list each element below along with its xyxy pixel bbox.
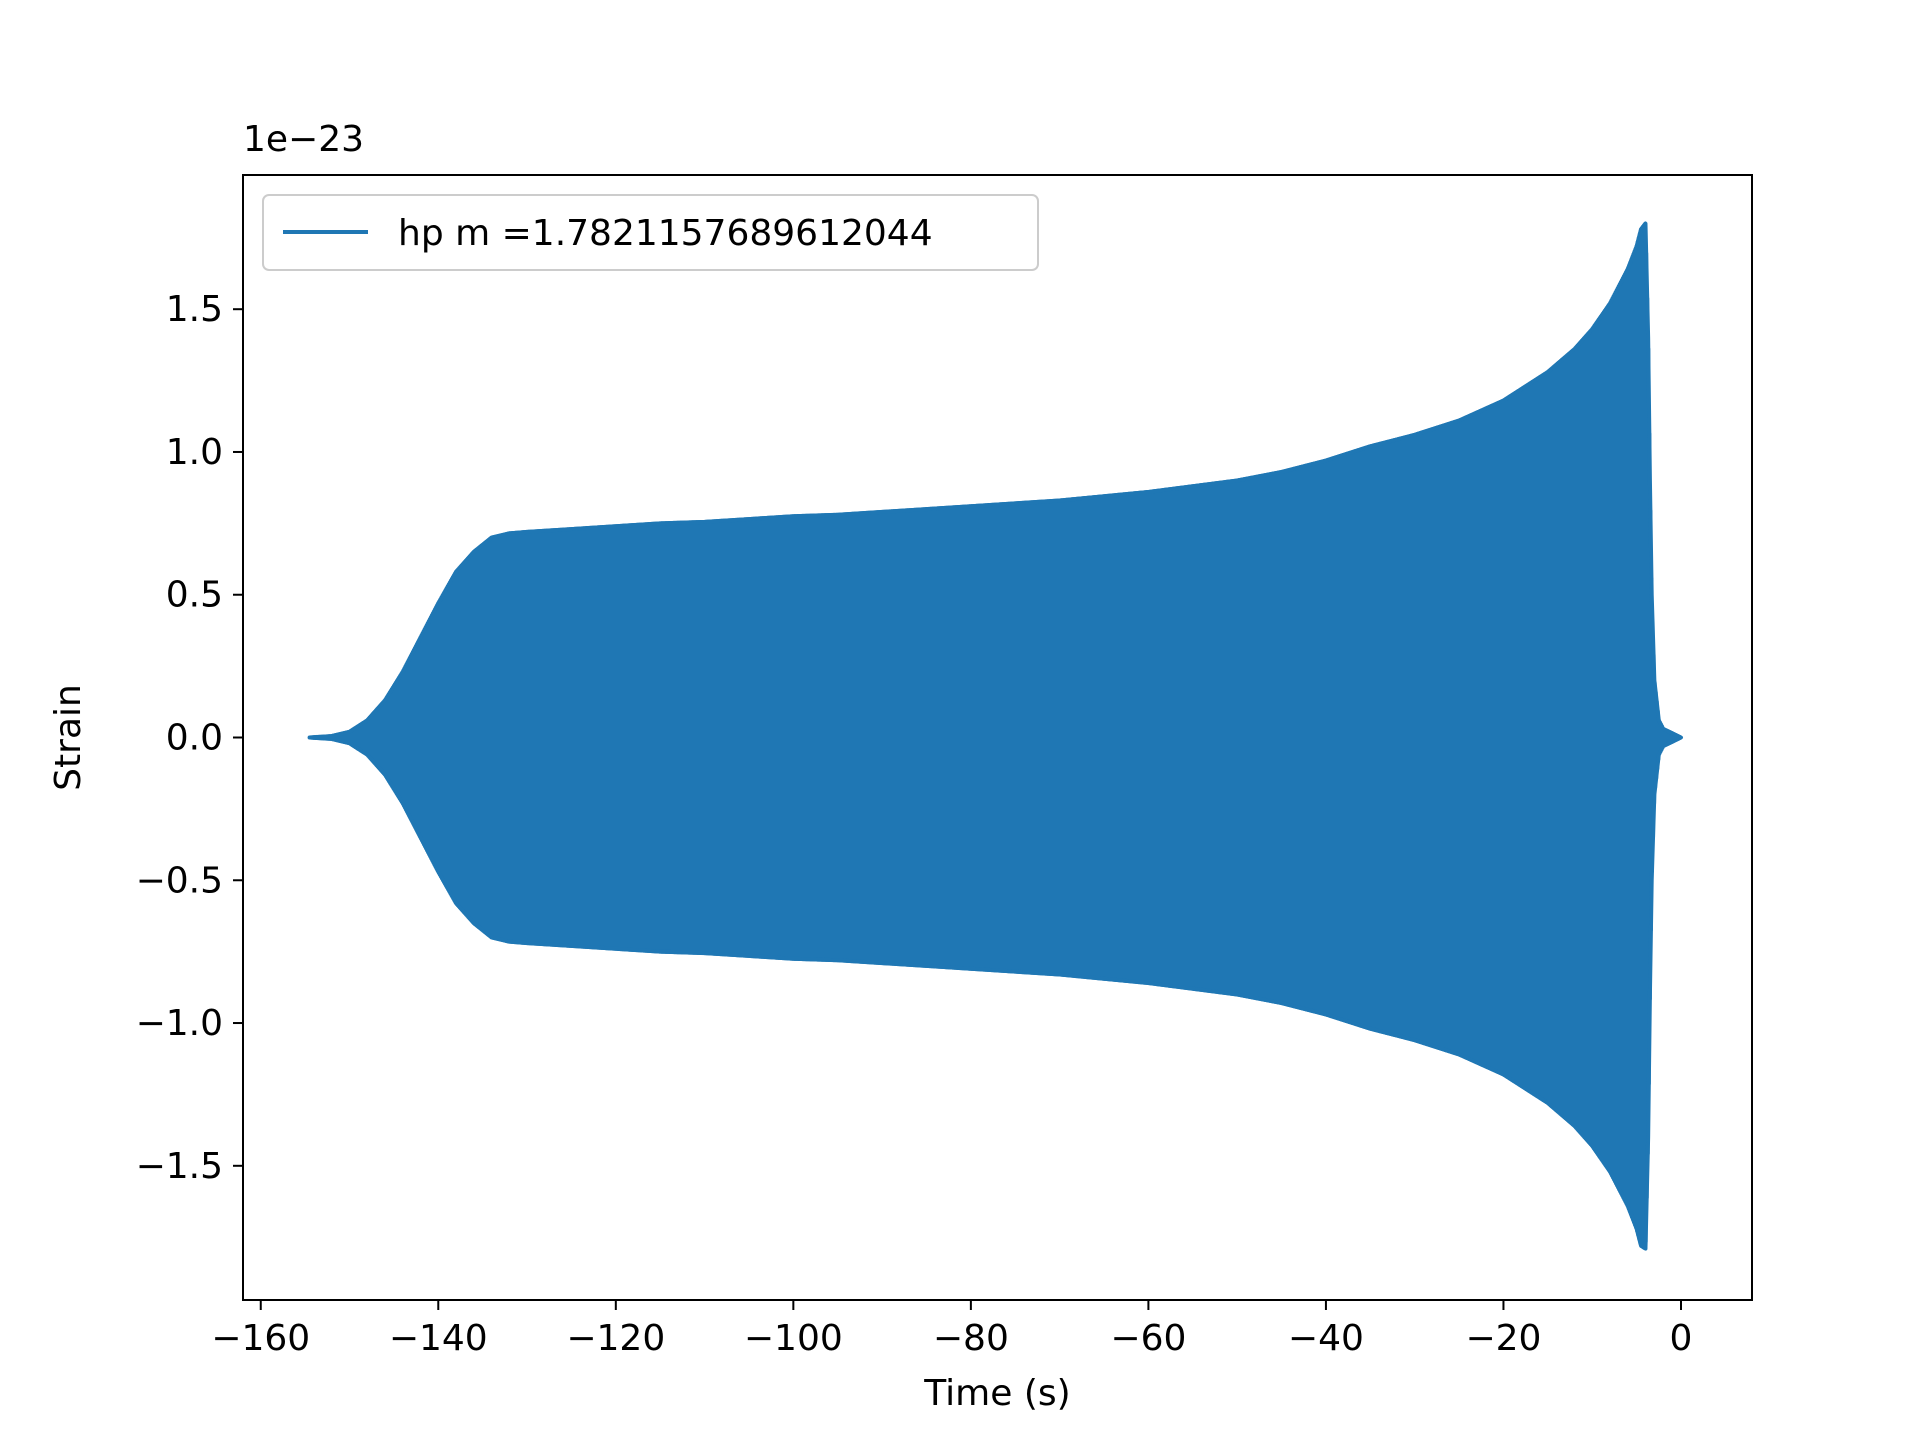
x-tick-label: −60: [1110, 1318, 1186, 1359]
legend-box: [262, 194, 1039, 271]
x-axis-label: Time (s): [923, 1373, 1070, 1414]
y-tick-label: 0.0: [166, 718, 223, 759]
y-tick-label: 1.5: [166, 289, 223, 330]
y-tick-label: 0.5: [166, 575, 223, 616]
y-tick-label: −0.5: [136, 860, 223, 901]
y-axis: −1.5 −1.0 −0.5 0.0 0.5 1.0 1.5: [136, 289, 243, 1187]
x-tick-label: −40: [1288, 1318, 1364, 1359]
legend: hp m =1.7821157689612044: [262, 194, 1039, 271]
x-tick-label: −140: [389, 1318, 488, 1359]
x-tick-label: 0: [1670, 1318, 1693, 1359]
waveform-envelope: [307, 221, 1683, 1251]
x-tick-label: −20: [1465, 1318, 1541, 1359]
waveform-layer: [307, 221, 1683, 1251]
x-tick-label: −100: [744, 1318, 843, 1359]
x-tick-label: −160: [211, 1318, 310, 1359]
y-tick-label: −1.5: [136, 1146, 223, 1187]
y-offset-label: 1e−23: [243, 119, 364, 160]
y-tick-label: −1.0: [136, 1003, 223, 1044]
x-axis: −160 −140 −120 −100 −80 −60 −40 −20 0: [211, 1300, 1692, 1359]
y-axis-label: Strain: [48, 684, 89, 791]
legend-entry-label: hp m =1.7821157689612044: [398, 213, 933, 254]
x-tick-label: −120: [566, 1318, 665, 1359]
x-tick-label: −80: [933, 1318, 1009, 1359]
y-tick-label: 1.0: [166, 432, 223, 473]
